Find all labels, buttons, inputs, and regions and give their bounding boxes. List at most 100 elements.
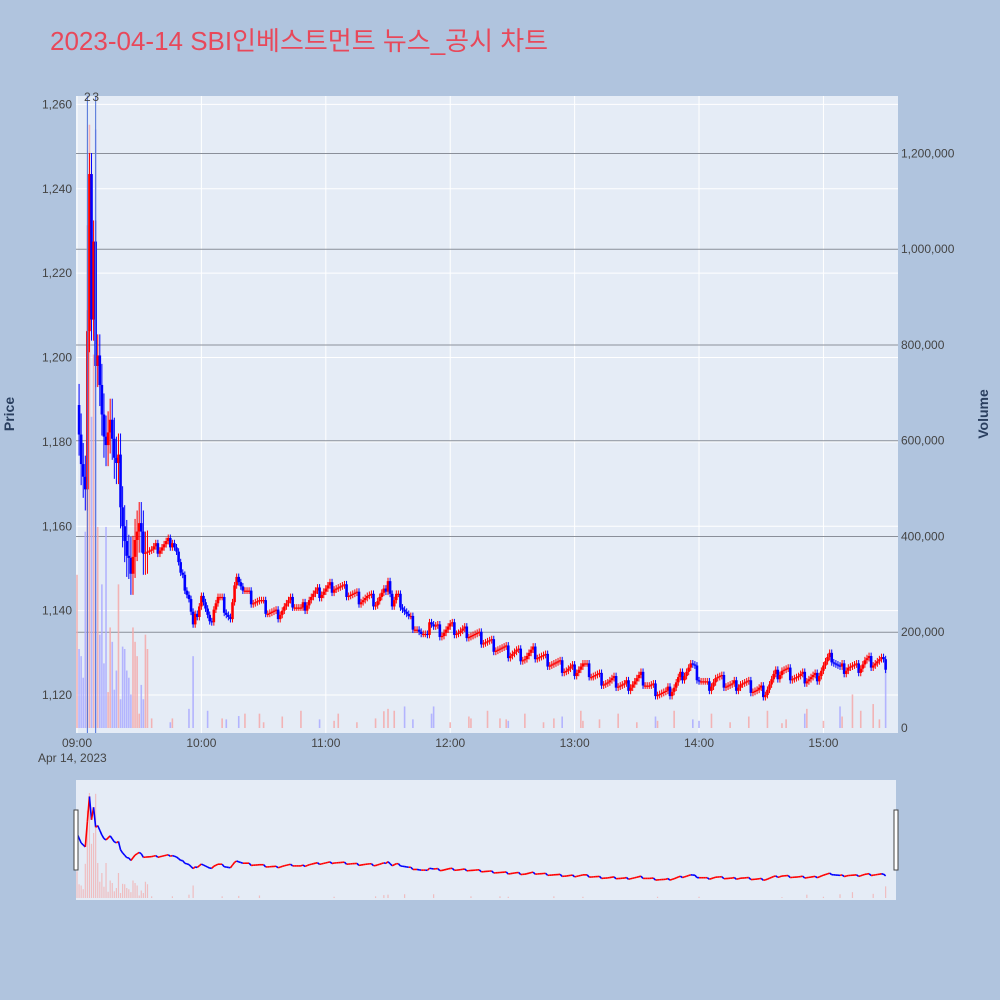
slider-price-segment	[319, 863, 322, 866]
slider-price-segment	[383, 862, 387, 865]
volume-bar	[839, 706, 841, 728]
candle-body	[374, 605, 377, 607]
slider-price-segment	[771, 875, 774, 879]
candle-body	[473, 633, 477, 636]
candle-body	[548, 665, 552, 667]
slider-price-segment	[518, 871, 522, 876]
slider-price-segment	[124, 854, 128, 859]
volume-bar	[171, 718, 174, 728]
slider-price-segment	[97, 825, 101, 831]
y-tick-label-1: 1,140	[42, 604, 72, 618]
candle-body	[484, 642, 487, 644]
volume-bar	[237, 716, 240, 728]
slider-price-segment	[306, 863, 310, 867]
candle-body	[492, 639, 496, 652]
slider-volume-bar	[132, 880, 134, 898]
slider-price-segment	[858, 874, 861, 878]
slider-volume-bar	[433, 894, 435, 898]
slider-price-segment	[178, 858, 182, 861]
candle-body	[643, 685, 647, 687]
slider-price-segment	[117, 841, 122, 851]
y2-tick-label-1: 200,000	[901, 625, 945, 639]
slider-price-segment	[170, 854, 173, 858]
candle-body	[480, 631, 483, 645]
candle-body	[144, 552, 147, 554]
volume-bar	[851, 694, 854, 728]
y-tick-label-5: 1,220	[42, 266, 72, 280]
candle-body	[654, 683, 657, 697]
slider-price-segment	[377, 863, 380, 866]
candle-body	[863, 660, 867, 665]
candle-body	[146, 551, 149, 553]
candle-body	[681, 671, 684, 681]
candle-body	[869, 656, 873, 668]
candle-body	[739, 684, 742, 688]
slider-price-segment	[167, 854, 171, 857]
slider-price-segment	[528, 871, 532, 874]
slider-price-segment	[760, 877, 764, 881]
candle-body	[610, 678, 614, 681]
slider-price-segment	[802, 875, 806, 879]
candle-body	[498, 648, 502, 650]
candle-body	[766, 689, 769, 696]
volume-bar	[553, 718, 555, 728]
slider-price-segment	[196, 865, 200, 869]
candle-body	[160, 547, 164, 551]
candle-body	[399, 593, 402, 608]
slider-price-segment	[381, 862, 385, 865]
candle-body	[579, 666, 583, 670]
candle-body	[612, 676, 616, 679]
volume-bar	[393, 710, 396, 728]
candle-body	[560, 660, 564, 673]
slider-price-segment	[524, 872, 528, 875]
slider-price-segment	[586, 874, 590, 878]
range-slider-handle-left[interactable]	[73, 809, 79, 871]
candle-body	[803, 671, 807, 684]
candle-body	[314, 590, 317, 594]
slider-price-segment	[80, 842, 84, 846]
slider-price-segment	[203, 864, 206, 867]
slider-price-segment	[779, 875, 783, 878]
candle-body	[158, 550, 162, 554]
volume-bar	[225, 719, 228, 728]
slider-volume-bar	[499, 896, 501, 898]
range-slider-handle-right[interactable]	[893, 809, 899, 871]
slider-price-segment	[711, 877, 714, 880]
y2-axis-title: Volume	[975, 389, 991, 439]
slider-price-segment	[825, 873, 828, 876]
volume-bar	[499, 718, 501, 728]
candle-body	[745, 681, 749, 683]
candle-body	[131, 556, 135, 574]
candle-body	[575, 672, 578, 677]
date-label: Apr 14, 2023	[38, 751, 107, 765]
slider-price-segment	[101, 834, 105, 839]
candle-body	[293, 607, 297, 609]
candle-body	[231, 602, 234, 620]
range-slider[interactable]	[76, 780, 896, 900]
candle-body	[262, 600, 265, 602]
candle-body	[847, 667, 850, 671]
slider-price-segment	[184, 862, 188, 865]
slider-price-segment	[172, 854, 175, 858]
candle-body	[857, 663, 860, 673]
slider-price-segment	[545, 872, 549, 876]
candle-body	[633, 681, 637, 685]
candle-body	[341, 585, 344, 587]
volume-bar	[300, 710, 302, 728]
volume-bar	[747, 716, 750, 728]
candle-body	[465, 626, 469, 639]
slider-price-segment	[777, 875, 781, 879]
volume-bar	[128, 677, 130, 728]
candle-body	[764, 695, 767, 698]
candle-body	[195, 613, 199, 617]
slider-price-segment	[207, 866, 211, 869]
candle-body	[602, 684, 605, 686]
candle-body	[407, 613, 411, 616]
candle-body	[166, 537, 170, 542]
candle-body	[594, 674, 597, 677]
candle-body	[795, 677, 798, 679]
slider-price-segment	[814, 875, 818, 879]
volume-bar	[617, 713, 619, 728]
y2-tick-label-6: 1,200,000	[901, 146, 955, 160]
